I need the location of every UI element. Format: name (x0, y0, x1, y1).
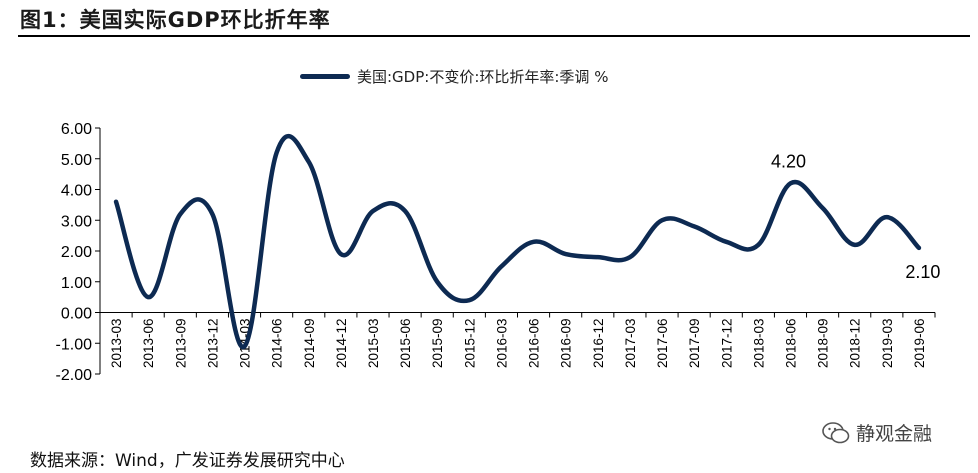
watermark-text: 静观金融 (856, 423, 933, 445)
x-tick-label: 2018-09 (816, 319, 831, 369)
x-tick-label: 2016-06 (527, 319, 542, 369)
y-tick-label: -2.00 (56, 367, 93, 384)
data-label: 2.10 (905, 262, 940, 282)
x-tick-label: 2013-12 (205, 319, 220, 369)
gdp-series-line (113, 133, 922, 349)
x-tick-label: 2013-06 (141, 319, 156, 369)
x-tick-label: 2017-12 (719, 319, 734, 369)
x-tick-label: 2016-12 (591, 319, 606, 369)
x-tick-label: 2016-09 (559, 319, 574, 369)
line-chart: 6.00 5.00 4.00 3.00 2.00 1.00 0.00 -1.00 -2.00 2… (56, 121, 941, 384)
y-tick-label: 2.00 (61, 244, 92, 261)
x-tick-label: 2014-09 (302, 319, 317, 369)
x-tick-label: 2013-09 (173, 319, 188, 369)
figure-title: 图1：美国实际GDP环比折年率 (20, 8, 331, 32)
x-tick-label: 2019-06 (912, 319, 927, 369)
y-tick-label: -1.00 (56, 336, 93, 353)
x-tick-label: 2015-06 (398, 319, 413, 369)
x-tick-label: 2015-12 (462, 318, 477, 368)
x-tick-label: 2018-06 (783, 319, 798, 369)
x-tick-label: 2017-09 (687, 319, 702, 369)
x-tick-label: 2019-03 (880, 319, 895, 369)
x-tick-label: 2014-12 (334, 319, 349, 369)
data-source: 数据来源：Wind，广发证券发展研究中心 (30, 451, 345, 471)
legend-swatch (300, 74, 350, 79)
wechat-icon (822, 421, 850, 443)
x-tick-label: 2015-03 (366, 319, 381, 369)
title-divider (18, 35, 970, 37)
x-tick-label: 2017-03 (623, 319, 638, 369)
y-tick-label: 0.00 (61, 306, 92, 323)
y-tick-label: 4.00 (61, 183, 92, 200)
data-label: 4.20 (771, 151, 806, 171)
watermark: 静观金融 (822, 419, 932, 446)
x-tick-label: 2015-09 (430, 319, 445, 369)
x-tick-label: 2018-03 (751, 319, 766, 369)
y-tick-label: 6.00 (61, 121, 92, 138)
chart-legend: 美国:GDP:不变价:环比折年率:季调 % (300, 66, 608, 87)
x-tick-label: 2016-03 (494, 319, 509, 369)
x-tick-label: 2014-06 (270, 319, 285, 369)
y-tick-label: 5.00 (61, 152, 92, 169)
x-tick-label: 2018-12 (848, 319, 863, 369)
y-tick-label: 1.00 (61, 275, 92, 292)
x-tick-label: 2013-03 (109, 319, 124, 369)
x-tick-label: 2017-06 (655, 319, 670, 369)
legend-label: 美国:GDP:不变价:环比折年率:季调 % (357, 68, 609, 86)
y-tick-label: 3.00 (61, 213, 92, 230)
